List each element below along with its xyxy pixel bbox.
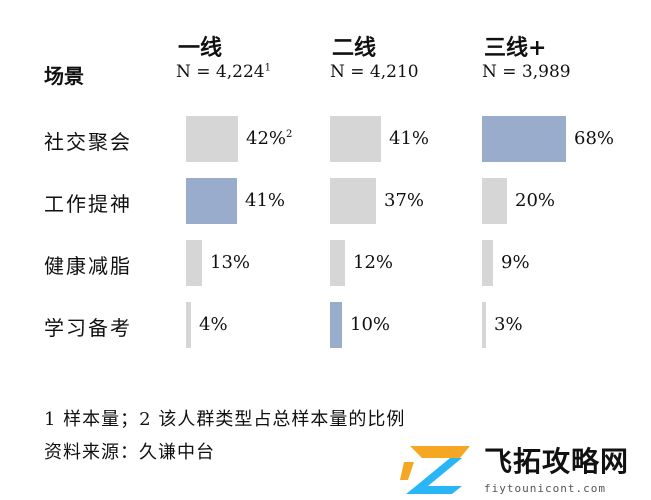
bar-value: 42%: [246, 128, 287, 149]
bar-label-2-3: 12%: [353, 252, 393, 273]
bar-value: 41%: [245, 190, 286, 211]
bar-2-1: [330, 116, 381, 162]
scene-label: 场景: [44, 64, 84, 88]
bar-1-3: [186, 240, 202, 286]
bar-value: 12%: [353, 252, 394, 273]
bar-label-2-4: 10%: [350, 314, 390, 335]
bar-label-3-1: 68%: [574, 128, 614, 149]
column-title-1: 一线: [178, 35, 223, 61]
row-label-1: 社交聚会: [44, 130, 132, 154]
bar-label-2-1: 41%: [389, 128, 429, 149]
bar-value: 3%: [494, 314, 523, 335]
row-label-4: 学习备考: [44, 316, 132, 340]
bar-label-3-2: 20%: [515, 190, 555, 211]
bar-value: 13%: [210, 252, 251, 273]
bar-3-2: [482, 178, 507, 224]
bar-label-1-3: 13%: [210, 252, 250, 273]
footnote-ref: 1: [264, 62, 271, 74]
bar-value: 9%: [501, 252, 530, 273]
bar-value: 10%: [350, 314, 391, 335]
bar-2-2: [330, 178, 376, 224]
bar-label-3-4: 3%: [494, 314, 523, 335]
watermark-name: 飞拓攻略网: [484, 445, 630, 478]
row-label-2: 工作提神: [44, 192, 132, 216]
bar-3-4: [482, 302, 486, 348]
column-n-2: N = 4,210: [330, 62, 419, 82]
footnote: 1 样本量；2 该人群类型占总样本量的比例: [44, 409, 406, 430]
bar-3-3: [482, 240, 493, 286]
row-label-3: 健康减脂: [44, 254, 132, 278]
bar-label-1-2: 41%: [245, 190, 285, 211]
sample-size: N = 3,989: [482, 62, 571, 82]
watermark-url: fiytounicont.com: [484, 482, 606, 495]
footnote-ref: 2: [286, 129, 293, 140]
fz-logo-icon: [400, 440, 480, 495]
sample-size: N = 4,224: [176, 62, 265, 82]
bar-1-1: [186, 116, 238, 162]
column-n-3: N = 3,989: [482, 62, 571, 82]
source-note: 资料来源：久谦中台: [44, 442, 215, 463]
sample-size: N = 4,210: [330, 62, 419, 82]
bar-value: 41%: [389, 128, 430, 149]
bar-1-2: [186, 178, 237, 224]
bar-2-4: [330, 302, 342, 348]
bar-label-1-4: 4%: [199, 314, 228, 335]
bar-value: 20%: [515, 190, 556, 211]
bar-label-1-1: 42%2: [246, 128, 292, 149]
bar-1-4: [186, 302, 191, 348]
column-n-1: N = 4,2241: [176, 62, 271, 82]
bar-value: 37%: [384, 190, 425, 211]
bar-label-2-2: 37%: [384, 190, 424, 211]
bar-3-1: [482, 116, 566, 162]
column-title-3: 三线+: [484, 35, 547, 61]
column-title-2: 二线: [332, 35, 377, 61]
bar-value: 68%: [574, 128, 615, 149]
bar-value: 4%: [199, 314, 228, 335]
bar-2-3: [330, 240, 345, 286]
bar-label-3-3: 9%: [501, 252, 530, 273]
